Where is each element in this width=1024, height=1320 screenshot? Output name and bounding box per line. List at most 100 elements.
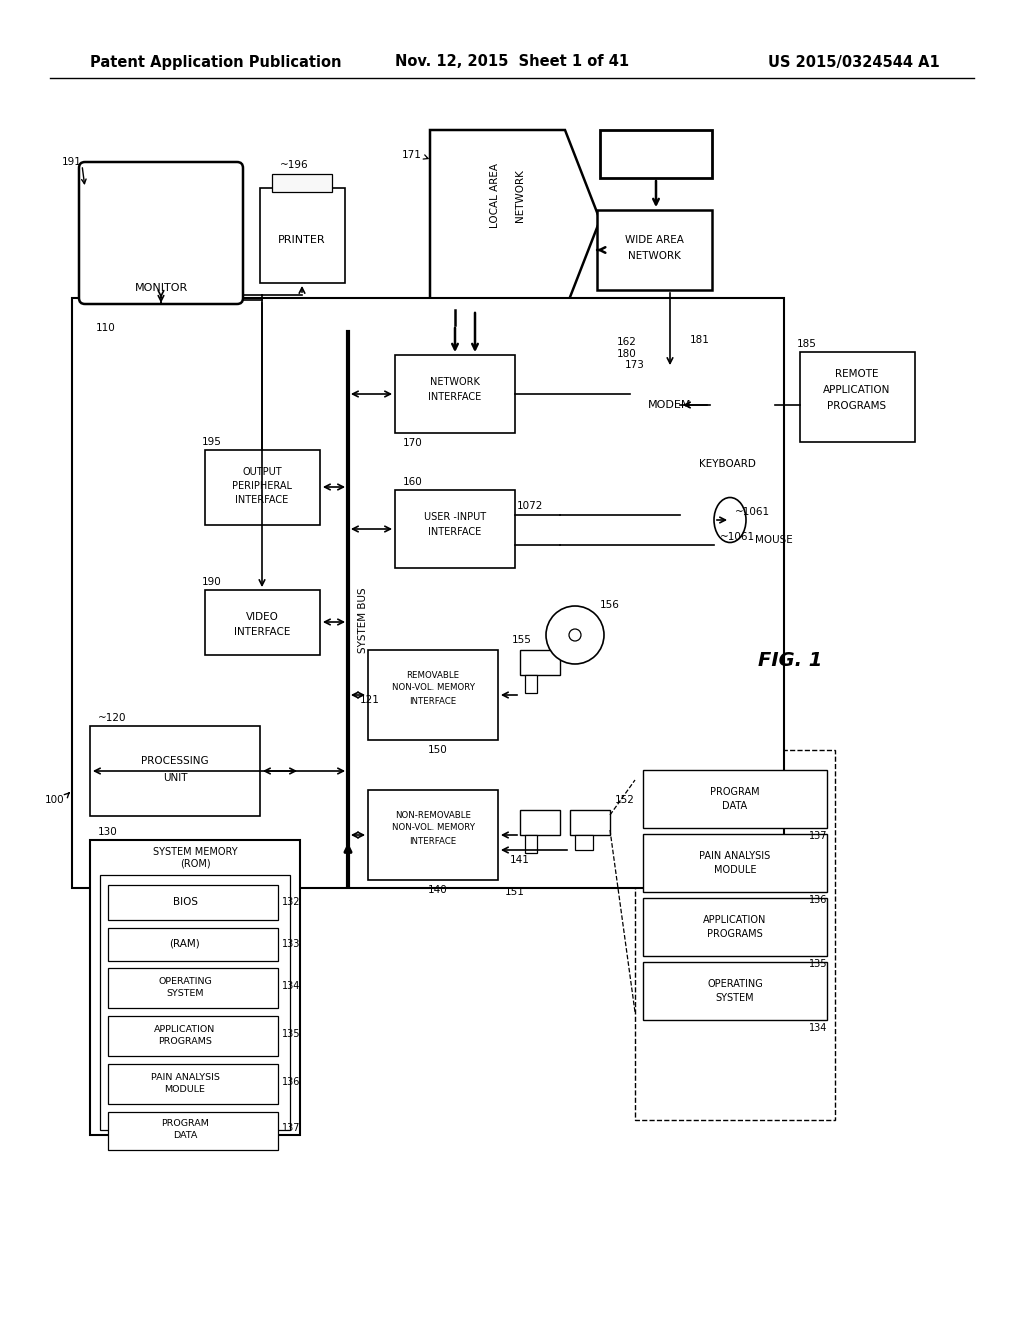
Text: 151: 151 <box>505 887 525 898</box>
Text: PROGRAMS: PROGRAMS <box>708 929 763 939</box>
Text: 132: 132 <box>282 898 300 907</box>
Text: 135: 135 <box>809 960 827 969</box>
Bar <box>368 789 498 880</box>
Text: MONITOR: MONITOR <box>134 282 187 293</box>
Text: PRINTER: PRINTER <box>279 235 326 246</box>
Text: ~120: ~120 <box>98 713 127 723</box>
Bar <box>395 490 515 568</box>
Text: 160: 160 <box>403 477 423 487</box>
Bar <box>525 675 537 693</box>
Bar <box>630 368 710 444</box>
Text: 155: 155 <box>512 635 531 645</box>
Text: INTERFACE: INTERFACE <box>428 392 481 403</box>
Text: INTERFACE: INTERFACE <box>233 627 290 638</box>
Text: APPLICATION: APPLICATION <box>703 915 767 925</box>
Text: ~196: ~196 <box>280 160 308 170</box>
Text: 152: 152 <box>615 795 635 805</box>
Bar <box>108 928 278 961</box>
Text: (ROM): (ROM) <box>179 858 210 869</box>
Bar <box>597 210 712 290</box>
Text: 137: 137 <box>282 1123 300 1133</box>
Text: OUTPUT: OUTPUT <box>243 467 282 477</box>
Text: 185: 185 <box>797 339 817 348</box>
Text: SYSTEM: SYSTEM <box>166 990 204 998</box>
Text: NON-VOL. MEMORY: NON-VOL. MEMORY <box>391 684 474 693</box>
Bar <box>100 875 290 1130</box>
Text: KEYBOARD: KEYBOARD <box>698 459 756 469</box>
Bar <box>88 312 768 873</box>
Text: 170: 170 <box>403 438 423 447</box>
Bar <box>205 450 319 525</box>
Text: PAIN ANALYSIS: PAIN ANALYSIS <box>151 1073 219 1082</box>
Text: 130: 130 <box>98 828 118 837</box>
Text: REMOVABLE: REMOVABLE <box>407 671 460 680</box>
Text: 140: 140 <box>428 884 447 895</box>
Text: 135: 135 <box>282 1030 300 1039</box>
Text: PROGRAMS: PROGRAMS <box>827 401 887 411</box>
Text: UNIT: UNIT <box>163 774 187 783</box>
Text: Patent Application Publication: Patent Application Publication <box>90 54 341 70</box>
Text: (RAM): (RAM) <box>170 939 201 949</box>
Bar <box>570 810 610 836</box>
Bar <box>680 352 775 451</box>
Text: NETWORK: NETWORK <box>628 251 680 261</box>
Bar <box>520 810 560 836</box>
Text: ~1061: ~1061 <box>720 532 755 543</box>
Text: WIDE AREA: WIDE AREA <box>625 235 683 246</box>
Text: INTERFACE: INTERFACE <box>236 495 289 506</box>
Bar <box>108 1064 278 1104</box>
Text: SYSTEM BUS: SYSTEM BUS <box>358 587 368 653</box>
Text: PAIN ANALYSIS: PAIN ANALYSIS <box>699 851 771 861</box>
Bar <box>643 898 827 956</box>
Text: 136: 136 <box>282 1077 300 1086</box>
Bar <box>643 962 827 1020</box>
Text: APPLICATION: APPLICATION <box>155 1026 216 1035</box>
Bar <box>108 1111 278 1150</box>
Text: NON-VOL. MEMORY: NON-VOL. MEMORY <box>391 824 474 833</box>
Text: MODEM: MODEM <box>648 400 692 411</box>
Text: OPERATING: OPERATING <box>158 978 212 986</box>
Text: 136: 136 <box>809 895 827 906</box>
Text: VIDEO: VIDEO <box>246 612 279 622</box>
Text: NETWORK: NETWORK <box>430 378 480 387</box>
Text: 190: 190 <box>202 577 222 587</box>
Bar <box>97 178 225 271</box>
Text: PROGRAMS: PROGRAMS <box>158 1038 212 1047</box>
Text: 137: 137 <box>809 832 827 841</box>
FancyBboxPatch shape <box>79 162 243 304</box>
Text: 1072: 1072 <box>517 502 543 511</box>
Text: 181: 181 <box>690 335 710 345</box>
Ellipse shape <box>569 630 581 642</box>
Bar <box>600 129 712 178</box>
Text: Nov. 12, 2015  Sheet 1 of 41: Nov. 12, 2015 Sheet 1 of 41 <box>395 54 629 70</box>
Bar <box>368 649 498 741</box>
Text: PERIPHERAL: PERIPHERAL <box>232 480 292 491</box>
Text: INTERFACE: INTERFACE <box>410 837 457 846</box>
Text: PROGRAM: PROGRAM <box>711 787 760 797</box>
Text: PROCESSING: PROCESSING <box>141 756 209 766</box>
Text: US 2015/0324544 A1: US 2015/0324544 A1 <box>768 54 940 70</box>
Text: INTERFACE: INTERFACE <box>428 527 481 537</box>
Text: 134: 134 <box>282 981 300 991</box>
Polygon shape <box>430 129 600 310</box>
Text: 110: 110 <box>96 323 116 333</box>
Text: MODULE: MODULE <box>165 1085 206 1094</box>
Bar <box>800 352 915 442</box>
Text: 195: 195 <box>202 437 222 447</box>
Text: 100: 100 <box>44 795 63 805</box>
Text: MOUSE: MOUSE <box>755 535 793 545</box>
Text: NETWORK: NETWORK <box>515 169 525 223</box>
Bar <box>205 590 319 655</box>
Text: ~1061: ~1061 <box>735 507 770 517</box>
Text: 141: 141 <box>510 855 530 865</box>
Text: 156: 156 <box>600 601 620 610</box>
Bar <box>272 174 332 191</box>
Text: 150: 150 <box>428 744 447 755</box>
Text: SYSTEM MEMORY: SYSTEM MEMORY <box>153 847 238 857</box>
Text: 134: 134 <box>809 1023 827 1034</box>
Bar <box>108 968 278 1008</box>
Bar <box>520 649 560 675</box>
Ellipse shape <box>546 606 604 664</box>
Text: 133: 133 <box>282 939 300 949</box>
Bar <box>90 840 300 1135</box>
